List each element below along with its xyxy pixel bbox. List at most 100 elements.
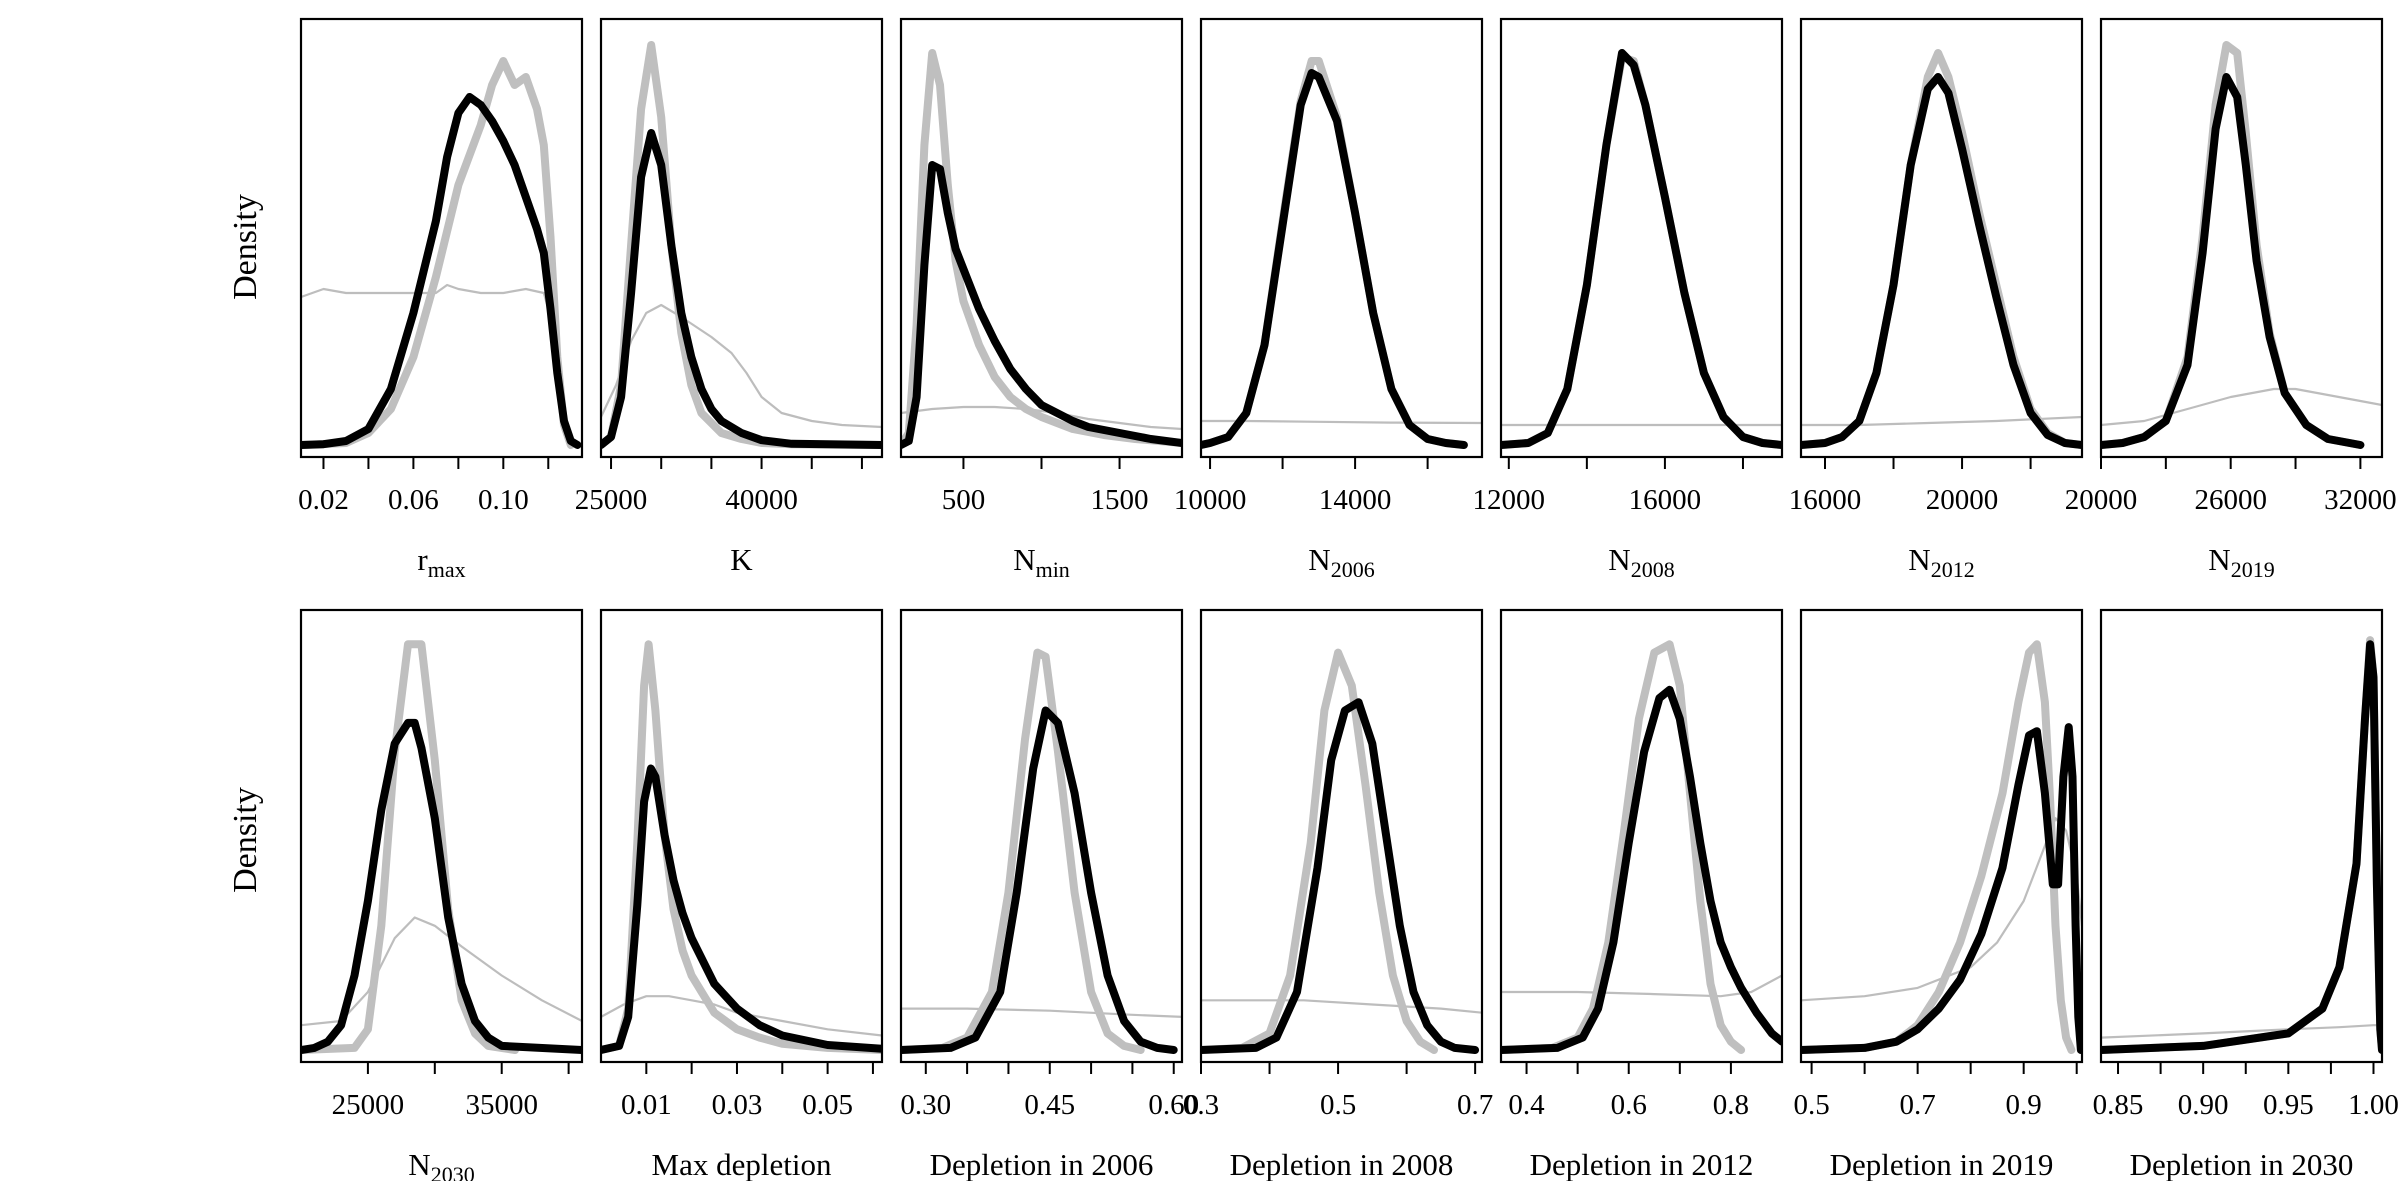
series-line-black [1201, 698, 1480, 1054]
tick-label: 0.95 [2263, 1089, 2314, 1121]
series-line-thick-grey [1201, 648, 1438, 1054]
x-axis-title: N2019 [2208, 542, 2274, 582]
x-axis-title: Max depletion [652, 1147, 832, 1181]
panel-12: 0.5 0.7 0.9 Depletion in 2019 [1793, 608, 2084, 1181]
series-line-thick-grey [601, 41, 882, 449]
series-line-thick-grey [1801, 640, 2076, 1054]
x-axis-title: Depletion in 2006 [930, 1147, 1154, 1181]
panel-6: 20000 26000 32000 N2019 [2065, 17, 2397, 582]
panel-3: 10000 14000 N2006 [1174, 17, 1484, 582]
panel-frame [599, 608, 884, 1064]
row-label-bottom: Density [227, 787, 264, 893]
series-group [1201, 57, 1482, 449]
series-group [901, 648, 1182, 1054]
panel-frame [299, 608, 584, 1064]
series-group [301, 640, 582, 1054]
series-line-thin-grey [1801, 415, 2082, 427]
tick-label: 10000 [1174, 484, 1247, 516]
series-line-black [1501, 49, 1782, 449]
series-line-thin-grey [601, 995, 882, 1037]
x-axis-title: Depletion in 2030 [2130, 1147, 2354, 1181]
x-axis-title: rmax [417, 542, 465, 582]
tick-label: 0.85 [2093, 1089, 2144, 1121]
x-axis-title: Depletion in 2019 [1830, 1147, 2054, 1181]
series-group [1801, 640, 2082, 1054]
series-line-thin-grey [901, 405, 1182, 431]
panel-8: 0.01 0.03 0.05 Max depletion [599, 608, 884, 1181]
x-axis-title: N2008 [1608, 542, 1674, 582]
series-line-black [601, 764, 882, 1054]
tick-label: 0.6 [1611, 1089, 1647, 1121]
series-line-thin-grey [901, 1007, 1182, 1018]
series-line-black [1801, 73, 2082, 449]
tick-label: 14000 [1319, 484, 1392, 516]
series-line-thick-grey [1501, 53, 1782, 449]
tick-label: 0.60 [1148, 1089, 1199, 1121]
x-axis-title: N2030 [408, 1147, 474, 1181]
series-line-black [601, 129, 882, 449]
series-group [1501, 49, 1782, 449]
panel-7: 25000 35000 N2030 [299, 608, 584, 1181]
series-line-black [301, 718, 582, 1054]
panel-frame [1799, 17, 2084, 459]
tick-label: 0.45 [1024, 1089, 1075, 1121]
x-axis-title: Depletion in 2008 [1230, 1147, 1454, 1181]
series-group [1801, 49, 2082, 449]
tick-label: 20000 [1926, 484, 1999, 516]
panel-frame [2099, 608, 2384, 1064]
panel-4: 12000 16000 N2008 [1473, 17, 1784, 582]
tick-label: 0.01 [621, 1089, 672, 1121]
x-axis-title: N2006 [1308, 542, 1374, 582]
series-line-thick-grey [2101, 41, 2365, 449]
tick-label: 0.90 [2178, 1089, 2229, 1121]
panel-frame [1499, 17, 1784, 459]
series-group [601, 41, 882, 449]
panel-0: 0.02 0.06 0.10 rmax [298, 17, 584, 582]
tick-label: 1500 [1091, 484, 1149, 516]
x-axis-title: K [730, 542, 753, 577]
panel-frame [599, 17, 884, 459]
x-axis-title: Nmin [1013, 542, 1070, 582]
series-line-thin-grey [1501, 974, 1782, 998]
panel-frame [1199, 17, 1484, 459]
series-line-black [2101, 73, 2365, 449]
x-axis-title: N2012 [1908, 542, 1974, 582]
series-line-thin-grey [1201, 419, 1482, 425]
tick-label: 40000 [725, 484, 798, 516]
series-line-thick-grey [901, 49, 1182, 449]
tick-label: 0.5 [1320, 1089, 1356, 1121]
row-label-top: Density [227, 194, 264, 300]
series-line-thick-grey [301, 640, 520, 1054]
tick-label: 26000 [2194, 484, 2267, 516]
panel-13: 0.85 0.90 0.95 1.00 Depletion in 2030 [2093, 608, 2399, 1181]
tick-label: 12000 [1473, 484, 1546, 516]
series-line-black [301, 93, 582, 449]
panel-frame [899, 608, 1184, 1064]
series-line-thick-grey [1501, 640, 1746, 1054]
series-line-thin-grey [2101, 387, 2382, 427]
panels: 0.02 0.06 0.10 rmax 25000 40000 K 500 1500 Nmin 10… [298, 17, 2399, 1181]
panel-frame [1199, 608, 1484, 1064]
series-line-thin-grey [1801, 817, 2082, 1002]
panel-9: 0.30 0.45 0.60 Depletion in 2006 [899, 608, 1199, 1181]
series-line-thick-grey [301, 57, 575, 449]
panel-5: 16000 20000 N2012 [1789, 17, 2084, 582]
series-group [901, 49, 1182, 449]
tick-label: 0.7 [1457, 1089, 1493, 1121]
panel-2: 500 1500 Nmin [899, 17, 1184, 582]
series-line-thin-grey [2101, 1024, 2382, 1039]
series-group [2101, 41, 2382, 449]
tick-label: 25000 [332, 1089, 405, 1121]
tick-label: 16000 [1629, 484, 1702, 516]
tick-label: 25000 [575, 484, 648, 516]
tick-label: 0.4 [1508, 1089, 1545, 1121]
series-line-thin-grey [301, 916, 582, 1027]
series-line-thick-grey [901, 648, 1145, 1054]
tick-label: 16000 [1789, 484, 1862, 516]
tick-label: 0.10 [478, 484, 529, 516]
series-group [1201, 648, 1482, 1054]
tick-label: 500 [942, 484, 986, 516]
series-line-black [1801, 723, 2082, 1054]
